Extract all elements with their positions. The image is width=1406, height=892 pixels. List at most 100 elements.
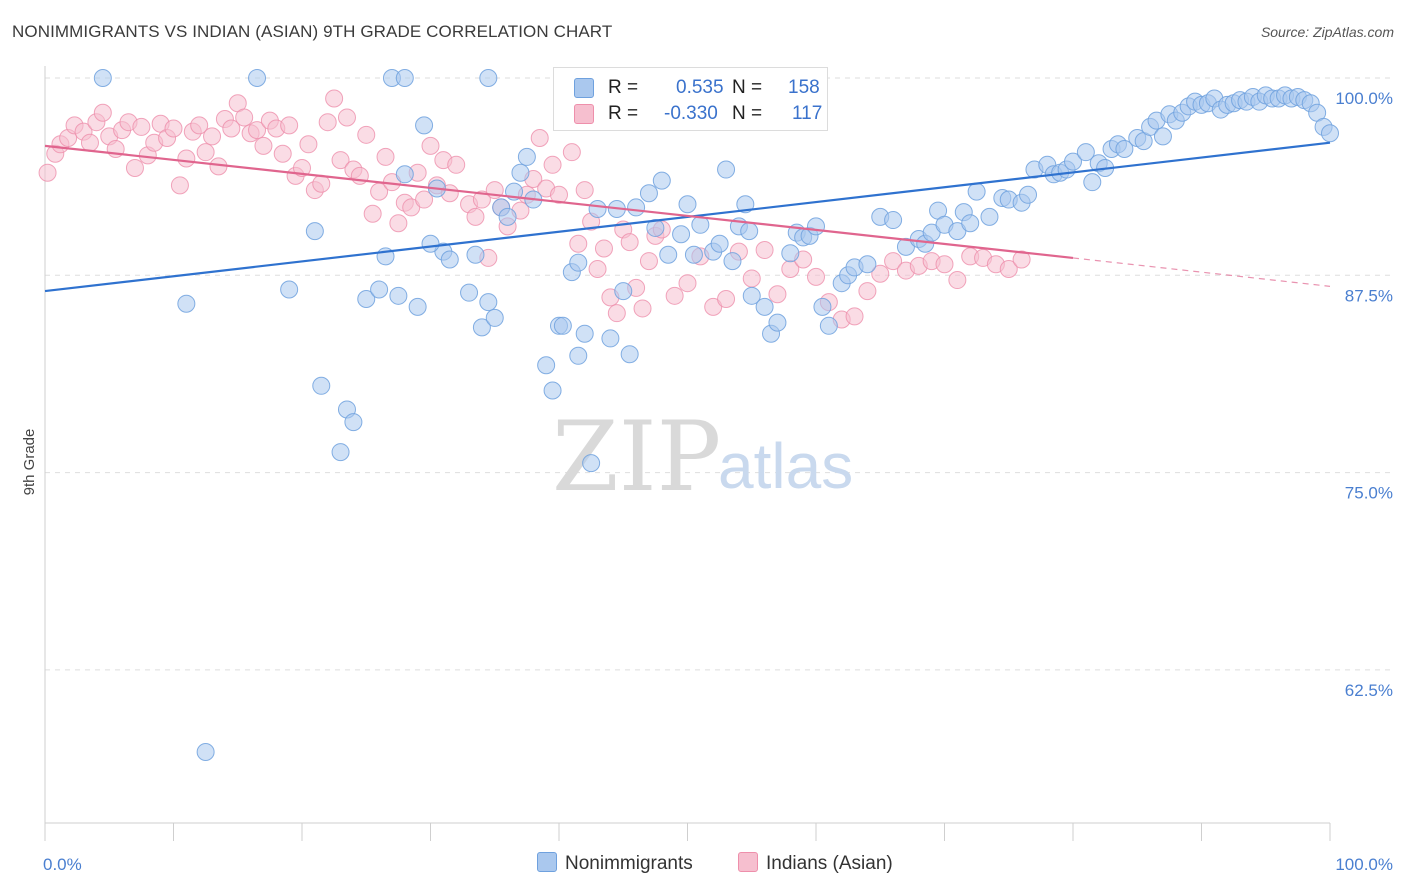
- data-point-nonimmigrants: [678, 195, 697, 214]
- data-point-nonimmigrants: [948, 222, 967, 241]
- data-point-indians: [575, 181, 594, 200]
- data-point-nonimmigrants: [582, 454, 601, 473]
- y-tick-label: 62.5%: [1345, 681, 1393, 700]
- data-point-nonimmigrants: [858, 255, 877, 274]
- data-point-indians: [807, 267, 825, 286]
- data-point-nonimmigrants: [717, 160, 736, 179]
- y-axis-label: 9th Grade: [21, 429, 38, 496]
- data-point-nonimmigrants: [395, 165, 414, 184]
- data-point-indians: [293, 158, 311, 177]
- data-point-nonimmigrants: [280, 280, 299, 299]
- data-point-nonimmigrants: [357, 289, 376, 308]
- data-point-nonimmigrants: [1153, 127, 1172, 146]
- legend-r-value: -0.330: [664, 103, 718, 124]
- legend-r-label: R =: [608, 77, 639, 98]
- data-point-nonimmigrants: [627, 198, 646, 217]
- data-point-indians: [858, 282, 877, 301]
- data-point-nonimmigrants: [672, 225, 691, 244]
- data-point-nonimmigrants: [331, 443, 350, 462]
- legend-n-label: N =: [732, 77, 763, 98]
- legend-r-value: 0.535: [676, 77, 724, 98]
- series-nonimmigrants-points: [93, 69, 1339, 761]
- data-point-nonimmigrants: [248, 69, 267, 87]
- data-point-nonimmigrants: [961, 214, 980, 233]
- data-point-indians: [999, 259, 1018, 278]
- axes: [44, 66, 1331, 841]
- data-point-nonimmigrants: [813, 297, 832, 316]
- correlation-legend: R = 0.535 N = 158 R = -0.330 N = 117: [553, 67, 828, 131]
- data-point-nonimmigrants: [588, 200, 607, 219]
- legend-r-label: R =: [608, 103, 639, 124]
- trend-line-indians: [44, 144, 1074, 260]
- data-point-indians: [93, 103, 112, 122]
- legend-swatch-pink: [574, 104, 594, 124]
- data-point-indians: [170, 176, 189, 195]
- data-point-nonimmigrants: [517, 147, 536, 166]
- data-point-nonimmigrants: [1019, 185, 1038, 204]
- data-point-nonimmigrants: [511, 163, 530, 182]
- data-point-indians: [755, 241, 774, 260]
- data-point-indians: [562, 143, 581, 162]
- data-point-indians: [203, 127, 222, 146]
- data-point-indians: [543, 155, 562, 174]
- data-point-nonimmigrants: [755, 297, 774, 316]
- data-point-nonimmigrants: [196, 742, 215, 761]
- data-point-nonimmigrants: [980, 207, 999, 226]
- data-point-nonimmigrants: [768, 313, 787, 332]
- data-point-indians: [594, 239, 613, 258]
- data-point-indians: [80, 133, 99, 152]
- data-point-indians: [935, 255, 954, 274]
- bottom-legend-indians: Indians (Asian): [738, 852, 893, 875]
- data-point-indians: [1012, 250, 1031, 269]
- x-tick-label: 0.0%: [43, 855, 82, 874]
- data-point-nonimmigrants: [479, 69, 498, 87]
- data-point-nonimmigrants: [472, 318, 491, 337]
- data-point-indians: [948, 271, 967, 290]
- y-tick-label: 87.5%: [1345, 286, 1393, 305]
- data-point-nonimmigrants: [479, 293, 498, 312]
- data-point-nonimmigrants: [819, 316, 838, 335]
- data-point-indians: [402, 198, 421, 217]
- data-point-nonimmigrants: [646, 218, 665, 237]
- y-tick-label: 100.0%: [1335, 89, 1393, 108]
- watermark-atlas: atlas: [718, 430, 853, 502]
- data-point-indians: [530, 128, 549, 147]
- data-point-indians: [389, 214, 408, 233]
- data-point-indians: [717, 289, 736, 308]
- data-point-indians: [222, 119, 241, 138]
- data-point-nonimmigrants: [723, 252, 742, 271]
- tick-labels: 100.0% 87.5% 75.0% 62.5% 0.0% 100.0%: [43, 89, 1393, 874]
- data-point-nonimmigrants: [440, 250, 459, 269]
- bottom-legend-swatch-blue: [537, 852, 557, 872]
- data-point-nonimmigrants: [781, 244, 800, 263]
- data-point-indians: [132, 117, 151, 136]
- data-point-indians: [254, 136, 273, 155]
- y-tick-label: 75.0%: [1345, 484, 1393, 503]
- data-point-indians: [299, 135, 318, 154]
- bottom-legend-swatch-pink: [738, 852, 758, 872]
- data-point-indians: [125, 158, 144, 177]
- data-point-indians: [190, 116, 209, 135]
- data-point-indians: [312, 174, 331, 193]
- data-point-indians: [248, 121, 267, 140]
- bottom-legend-label: Nonimmigrants: [565, 853, 693, 874]
- data-point-indians: [38, 163, 57, 182]
- data-point-indians: [884, 252, 903, 271]
- legend-swatch-blue: [574, 78, 594, 98]
- data-point-nonimmigrants: [553, 316, 572, 335]
- data-point-indians: [845, 307, 864, 326]
- data-point-indians: [633, 299, 652, 318]
- data-point-nonimmigrants: [498, 207, 517, 226]
- data-point-nonimmigrants: [684, 245, 703, 264]
- data-point-nonimmigrants: [370, 280, 389, 299]
- data-point-indians: [550, 185, 568, 204]
- chart-title: NONIMMIGRANTS VS INDIAN (ASIAN) 9TH GRAD…: [12, 22, 613, 41]
- legend-n-label: N =: [732, 103, 763, 124]
- x-tick-label: 100.0%: [1335, 855, 1393, 874]
- data-point-nonimmigrants: [537, 356, 556, 375]
- bottom-legend-label: Indians (Asian): [766, 853, 893, 874]
- data-point-indians: [280, 116, 299, 135]
- data-point-nonimmigrants: [742, 286, 761, 305]
- data-point-nonimmigrants: [736, 195, 755, 214]
